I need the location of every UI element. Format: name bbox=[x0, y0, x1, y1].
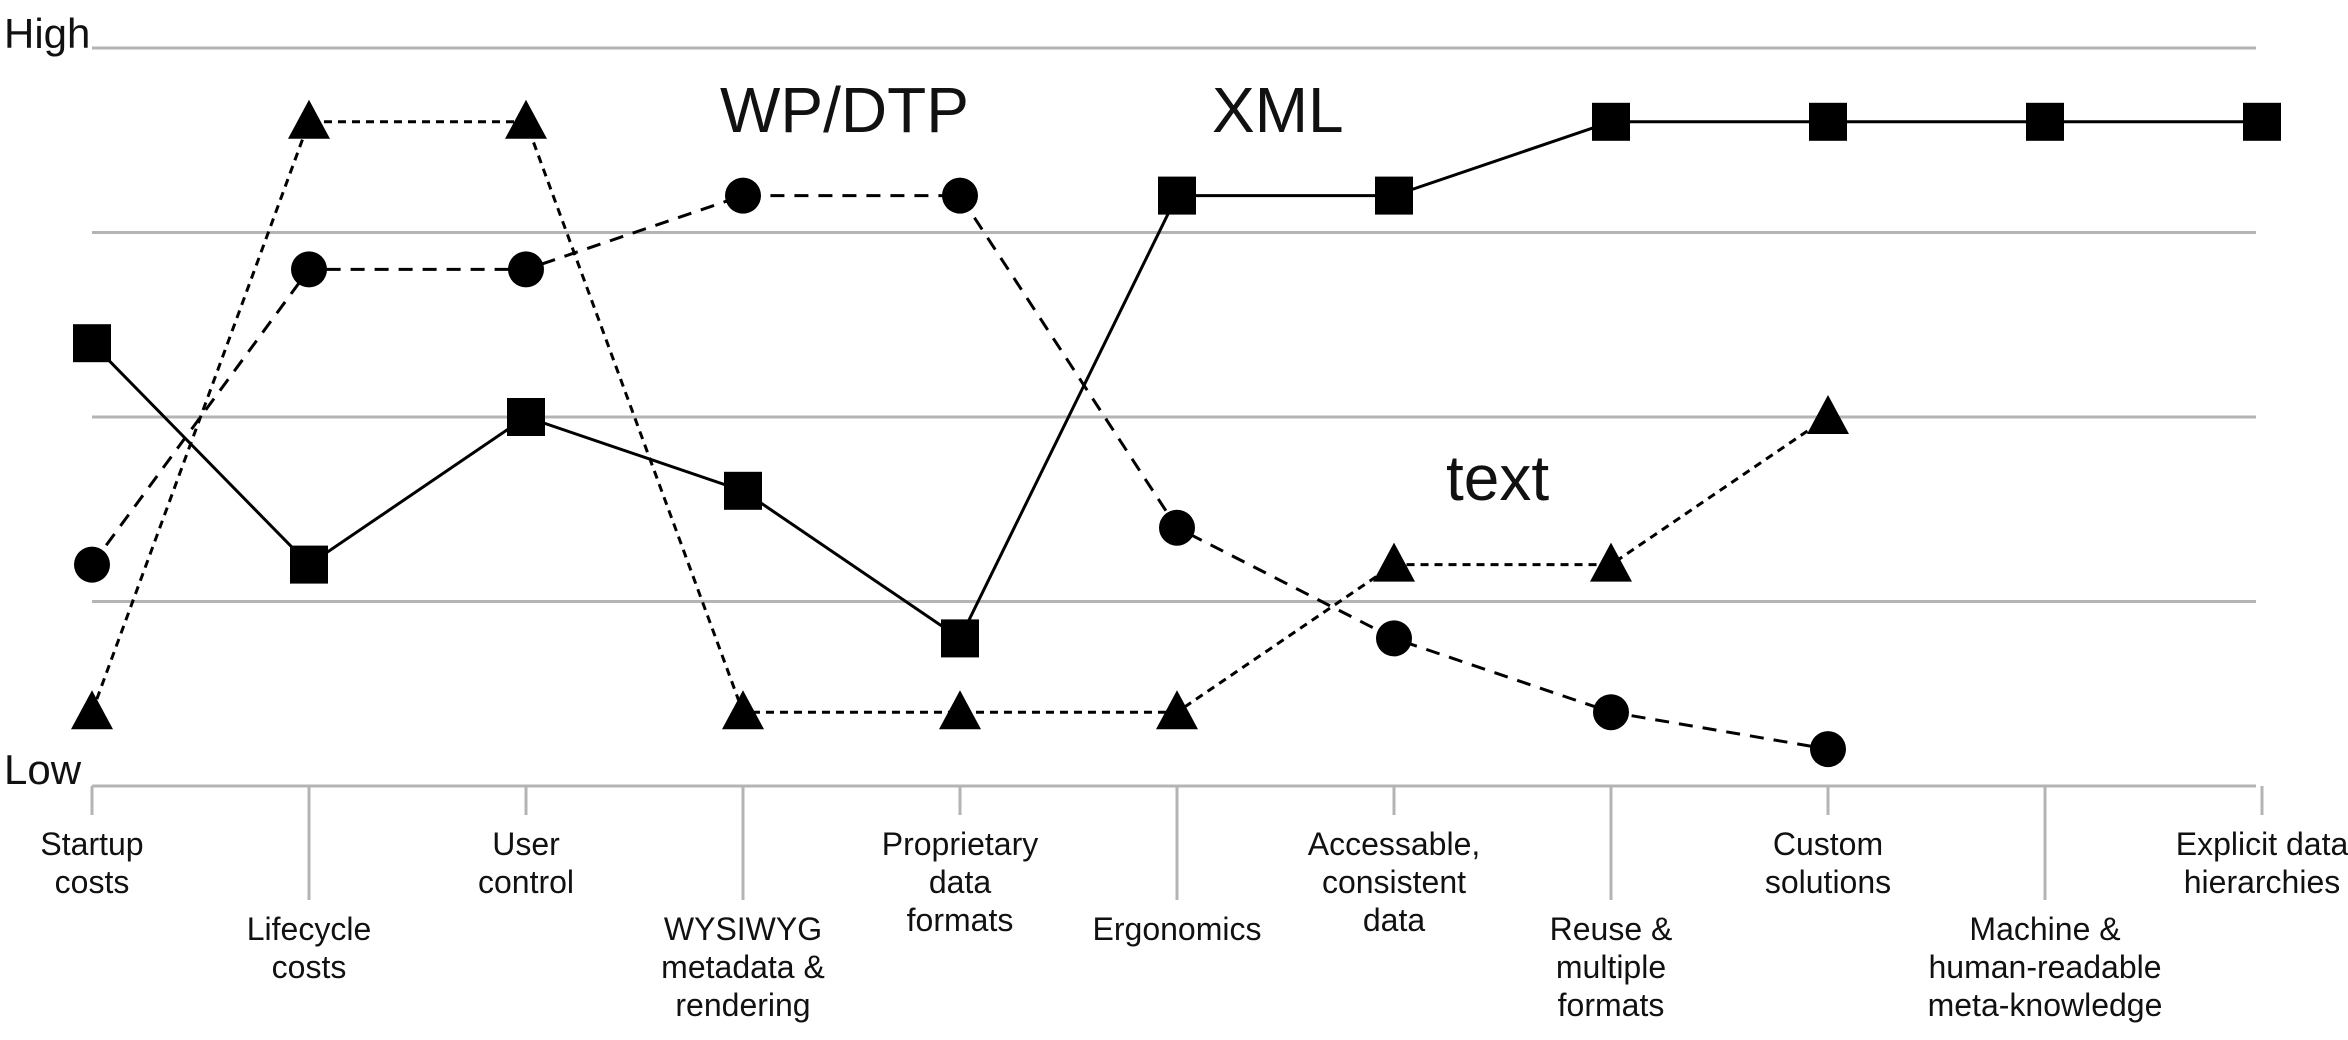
series-markers bbox=[71, 99, 2281, 768]
x-tick-label: metadata & bbox=[661, 949, 825, 985]
x-tick-label: formats bbox=[907, 902, 1014, 938]
x-tick-label: data bbox=[1363, 902, 1425, 938]
data-point-triangle bbox=[1807, 395, 1849, 434]
data-point-circle bbox=[942, 177, 978, 214]
data-point-square bbox=[2026, 102, 2064, 141]
data-point-square bbox=[1592, 102, 1630, 141]
data-point-triangle bbox=[71, 690, 113, 730]
data-point-triangle bbox=[1373, 542, 1415, 582]
x-tick-label: Reuse & bbox=[1550, 911, 1673, 947]
y-axis-low-label: Low bbox=[4, 746, 82, 793]
x-tick-label: control bbox=[478, 864, 574, 900]
x-tick-label: Accessable, bbox=[1308, 826, 1481, 862]
data-point-square bbox=[73, 324, 111, 363]
x-tick-label: hierarchies bbox=[2184, 864, 2341, 900]
data-point-square bbox=[1809, 102, 1847, 141]
x-tick-label: User bbox=[492, 826, 560, 862]
series-label-xml: XML bbox=[1212, 74, 1344, 146]
x-tick-label: solutions bbox=[1765, 864, 1891, 900]
x-tick-label: meta-knowledge bbox=[1928, 987, 2163, 1023]
data-point-square bbox=[2243, 102, 2281, 141]
x-tick-label: Custom bbox=[1773, 826, 1883, 862]
data-point-circle bbox=[1810, 731, 1846, 768]
x-tick-label: human-readable bbox=[1928, 949, 2161, 985]
data-point-square bbox=[724, 471, 762, 510]
data-point-triangle bbox=[288, 99, 330, 139]
x-tick-label: Explicit data bbox=[2176, 826, 2348, 862]
x-tick-label: data bbox=[929, 864, 991, 900]
data-point-circle bbox=[1593, 694, 1629, 731]
series-line-wp-dtp bbox=[90, 194, 1829, 751]
data-point-circle bbox=[1159, 509, 1195, 546]
x-tick-label: costs bbox=[272, 949, 347, 985]
x-tick-label: Ergonomics bbox=[1093, 911, 1262, 947]
data-point-circle bbox=[74, 546, 110, 583]
data-point-circle bbox=[508, 251, 544, 288]
x-tick-label: costs bbox=[55, 864, 130, 900]
data-point-square bbox=[1158, 176, 1196, 215]
series-line-text bbox=[90, 120, 1829, 714]
data-point-square bbox=[941, 619, 979, 658]
gridlines bbox=[92, 46, 2256, 603]
x-tick-label: rendering bbox=[675, 987, 810, 1023]
data-point-triangle bbox=[722, 690, 764, 730]
data-point-square bbox=[1375, 176, 1413, 215]
data-point-triangle bbox=[1156, 690, 1198, 730]
x-tick-label: Lifecycle bbox=[247, 911, 372, 947]
data-point-triangle bbox=[939, 690, 981, 730]
data-point-square bbox=[507, 398, 545, 436]
data-point-square bbox=[290, 545, 328, 584]
data-point-circle bbox=[1376, 620, 1412, 657]
data-point-circle bbox=[725, 177, 761, 214]
x-tick-label: consistent bbox=[1322, 864, 1466, 900]
x-tick-label: formats bbox=[1558, 987, 1665, 1023]
series-label-wp-dtp: WP/DTP bbox=[720, 74, 969, 146]
x-tick-label: Proprietary bbox=[882, 826, 1039, 862]
series-lines bbox=[90, 120, 2262, 751]
x-axis: StartupcostsLifecyclecostsUsercontrolWYS… bbox=[40, 784, 2348, 1023]
x-tick-label: multiple bbox=[1556, 949, 1666, 985]
series-label-text: text bbox=[1446, 442, 1549, 514]
x-tick-label: Startup bbox=[40, 826, 143, 862]
x-tick-label: Machine & bbox=[1969, 911, 2120, 947]
y-axis-high-label: High bbox=[4, 10, 90, 57]
data-point-circle bbox=[291, 251, 327, 288]
x-tick-label: WYSIWYG bbox=[664, 911, 822, 947]
data-point-triangle bbox=[1590, 542, 1632, 582]
data-point-triangle bbox=[505, 99, 547, 139]
